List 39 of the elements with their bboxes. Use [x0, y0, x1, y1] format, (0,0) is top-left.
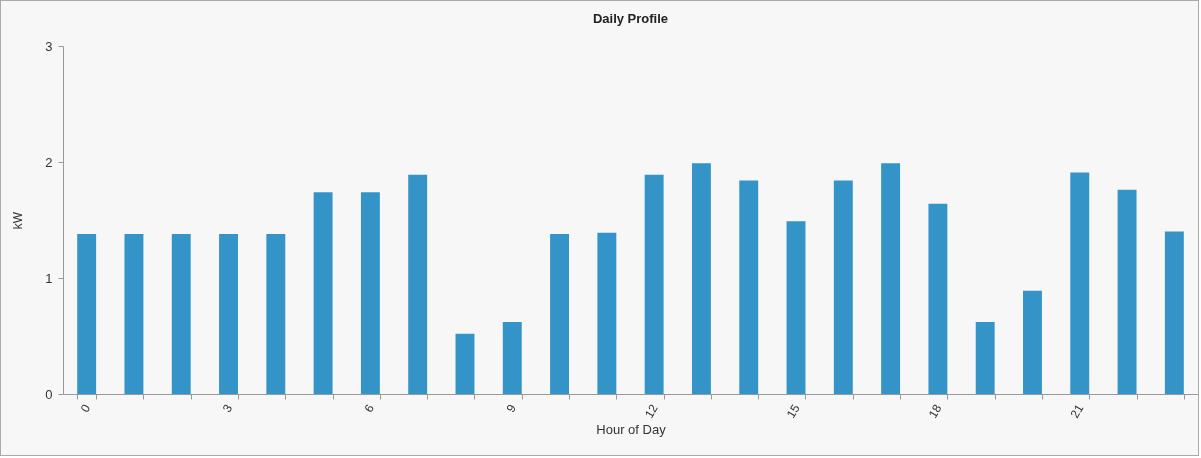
- bar: [833, 180, 853, 394]
- x-tick-label: 0: [77, 401, 94, 415]
- bar: [786, 221, 806, 394]
- x-tick-label: 15: [783, 401, 803, 421]
- bar: [502, 322, 522, 394]
- bar: [219, 233, 238, 394]
- x-tick-label: 9: [503, 401, 519, 415]
- y-tick-label: 3: [45, 38, 53, 54]
- x-tick-label: 21: [1067, 401, 1087, 421]
- bar: [975, 322, 995, 394]
- bar: [1070, 172, 1090, 394]
- bar: [171, 233, 191, 394]
- chart-title: Daily Profile: [592, 11, 669, 26]
- bar: [408, 174, 428, 394]
- y-axis-title: kW: [11, 211, 26, 230]
- x-axis-title: Hour of Day: [596, 422, 667, 438]
- bar: [455, 333, 475, 394]
- bar: [124, 233, 144, 394]
- bar: [691, 163, 711, 394]
- bar: [1164, 231, 1184, 394]
- bar: [266, 233, 286, 394]
- bar: [881, 163, 901, 394]
- bar: [644, 174, 664, 394]
- x-tick-label: 3: [219, 401, 236, 415]
- bar: [1023, 290, 1042, 394]
- y-tick-label: 0: [45, 386, 53, 402]
- y-tick-label: 1: [45, 270, 53, 286]
- bar: [77, 233, 97, 394]
- x-tick-label: 6: [361, 401, 378, 415]
- x-tick-label: 18: [925, 401, 945, 421]
- bar: [1117, 189, 1137, 394]
- bar: [739, 180, 759, 394]
- y-tick-label: 2: [45, 154, 53, 170]
- bar: [928, 203, 948, 394]
- bar: [550, 233, 570, 394]
- bar: [313, 192, 333, 394]
- bar: [360, 192, 380, 394]
- bar: [597, 232, 617, 394]
- x-tick-label: 12: [641, 401, 661, 421]
